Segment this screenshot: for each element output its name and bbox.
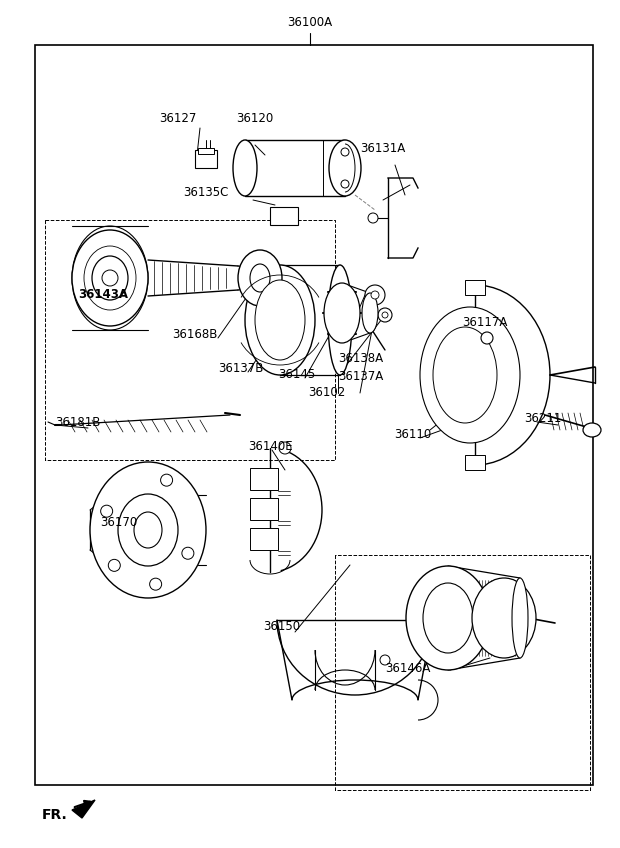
Text: 36117A: 36117A <box>462 315 507 328</box>
Bar <box>250 498 278 520</box>
Ellipse shape <box>279 442 291 454</box>
Text: 36131A: 36131A <box>360 142 405 154</box>
Ellipse shape <box>149 578 162 590</box>
Text: 36168B: 36168B <box>172 328 218 342</box>
Ellipse shape <box>72 230 148 326</box>
Bar <box>465 455 485 470</box>
Text: 36127: 36127 <box>159 111 197 125</box>
Ellipse shape <box>118 494 178 566</box>
Text: 36146A: 36146A <box>385 661 430 674</box>
Text: 36100A: 36100A <box>288 15 332 29</box>
Ellipse shape <box>365 322 375 332</box>
Ellipse shape <box>481 332 493 344</box>
Text: 36137B: 36137B <box>218 361 264 375</box>
Ellipse shape <box>583 423 601 437</box>
Ellipse shape <box>102 270 118 286</box>
Ellipse shape <box>382 312 388 318</box>
Ellipse shape <box>245 265 315 375</box>
Ellipse shape <box>238 250 282 306</box>
Bar <box>250 468 278 490</box>
Ellipse shape <box>255 280 305 360</box>
Text: 36181B: 36181B <box>55 416 100 428</box>
Bar <box>250 528 278 550</box>
Ellipse shape <box>371 291 379 299</box>
Ellipse shape <box>362 293 378 333</box>
Ellipse shape <box>472 578 536 658</box>
Ellipse shape <box>420 307 520 443</box>
Bar <box>35 45 593 785</box>
Text: 36138A: 36138A <box>338 352 383 365</box>
Ellipse shape <box>100 505 113 517</box>
Text: 36120: 36120 <box>236 111 273 125</box>
Ellipse shape <box>368 213 378 223</box>
Ellipse shape <box>328 265 352 375</box>
Ellipse shape <box>433 327 497 423</box>
Ellipse shape <box>108 560 120 572</box>
Ellipse shape <box>182 547 194 559</box>
Bar <box>198 148 214 154</box>
Text: 36102: 36102 <box>308 387 345 399</box>
Text: 36110: 36110 <box>394 428 432 442</box>
Text: 36145: 36145 <box>278 369 315 382</box>
Ellipse shape <box>92 256 128 300</box>
Text: 36211: 36211 <box>524 411 561 425</box>
Bar <box>465 280 485 295</box>
Text: 36137A: 36137A <box>338 370 383 382</box>
Ellipse shape <box>329 140 361 196</box>
Ellipse shape <box>250 264 270 292</box>
Ellipse shape <box>90 462 206 598</box>
Bar <box>270 207 298 225</box>
Ellipse shape <box>378 308 392 322</box>
Polygon shape <box>72 800 95 818</box>
Ellipse shape <box>512 578 528 658</box>
Text: 36143A: 36143A <box>78 288 128 302</box>
Ellipse shape <box>341 180 349 188</box>
Text: 36170: 36170 <box>100 516 137 529</box>
Ellipse shape <box>161 474 172 486</box>
Text: 36150: 36150 <box>263 621 300 633</box>
Ellipse shape <box>423 583 473 653</box>
Ellipse shape <box>233 140 257 196</box>
FancyArrowPatch shape <box>74 801 90 807</box>
Ellipse shape <box>324 283 360 343</box>
Ellipse shape <box>365 285 385 305</box>
Ellipse shape <box>134 512 162 548</box>
Ellipse shape <box>380 655 390 665</box>
Ellipse shape <box>406 566 490 670</box>
Text: FR.: FR. <box>42 808 68 822</box>
Ellipse shape <box>341 148 349 156</box>
Text: 36140E: 36140E <box>248 440 293 454</box>
Bar <box>195 150 217 168</box>
Text: 36135C: 36135C <box>183 187 228 199</box>
